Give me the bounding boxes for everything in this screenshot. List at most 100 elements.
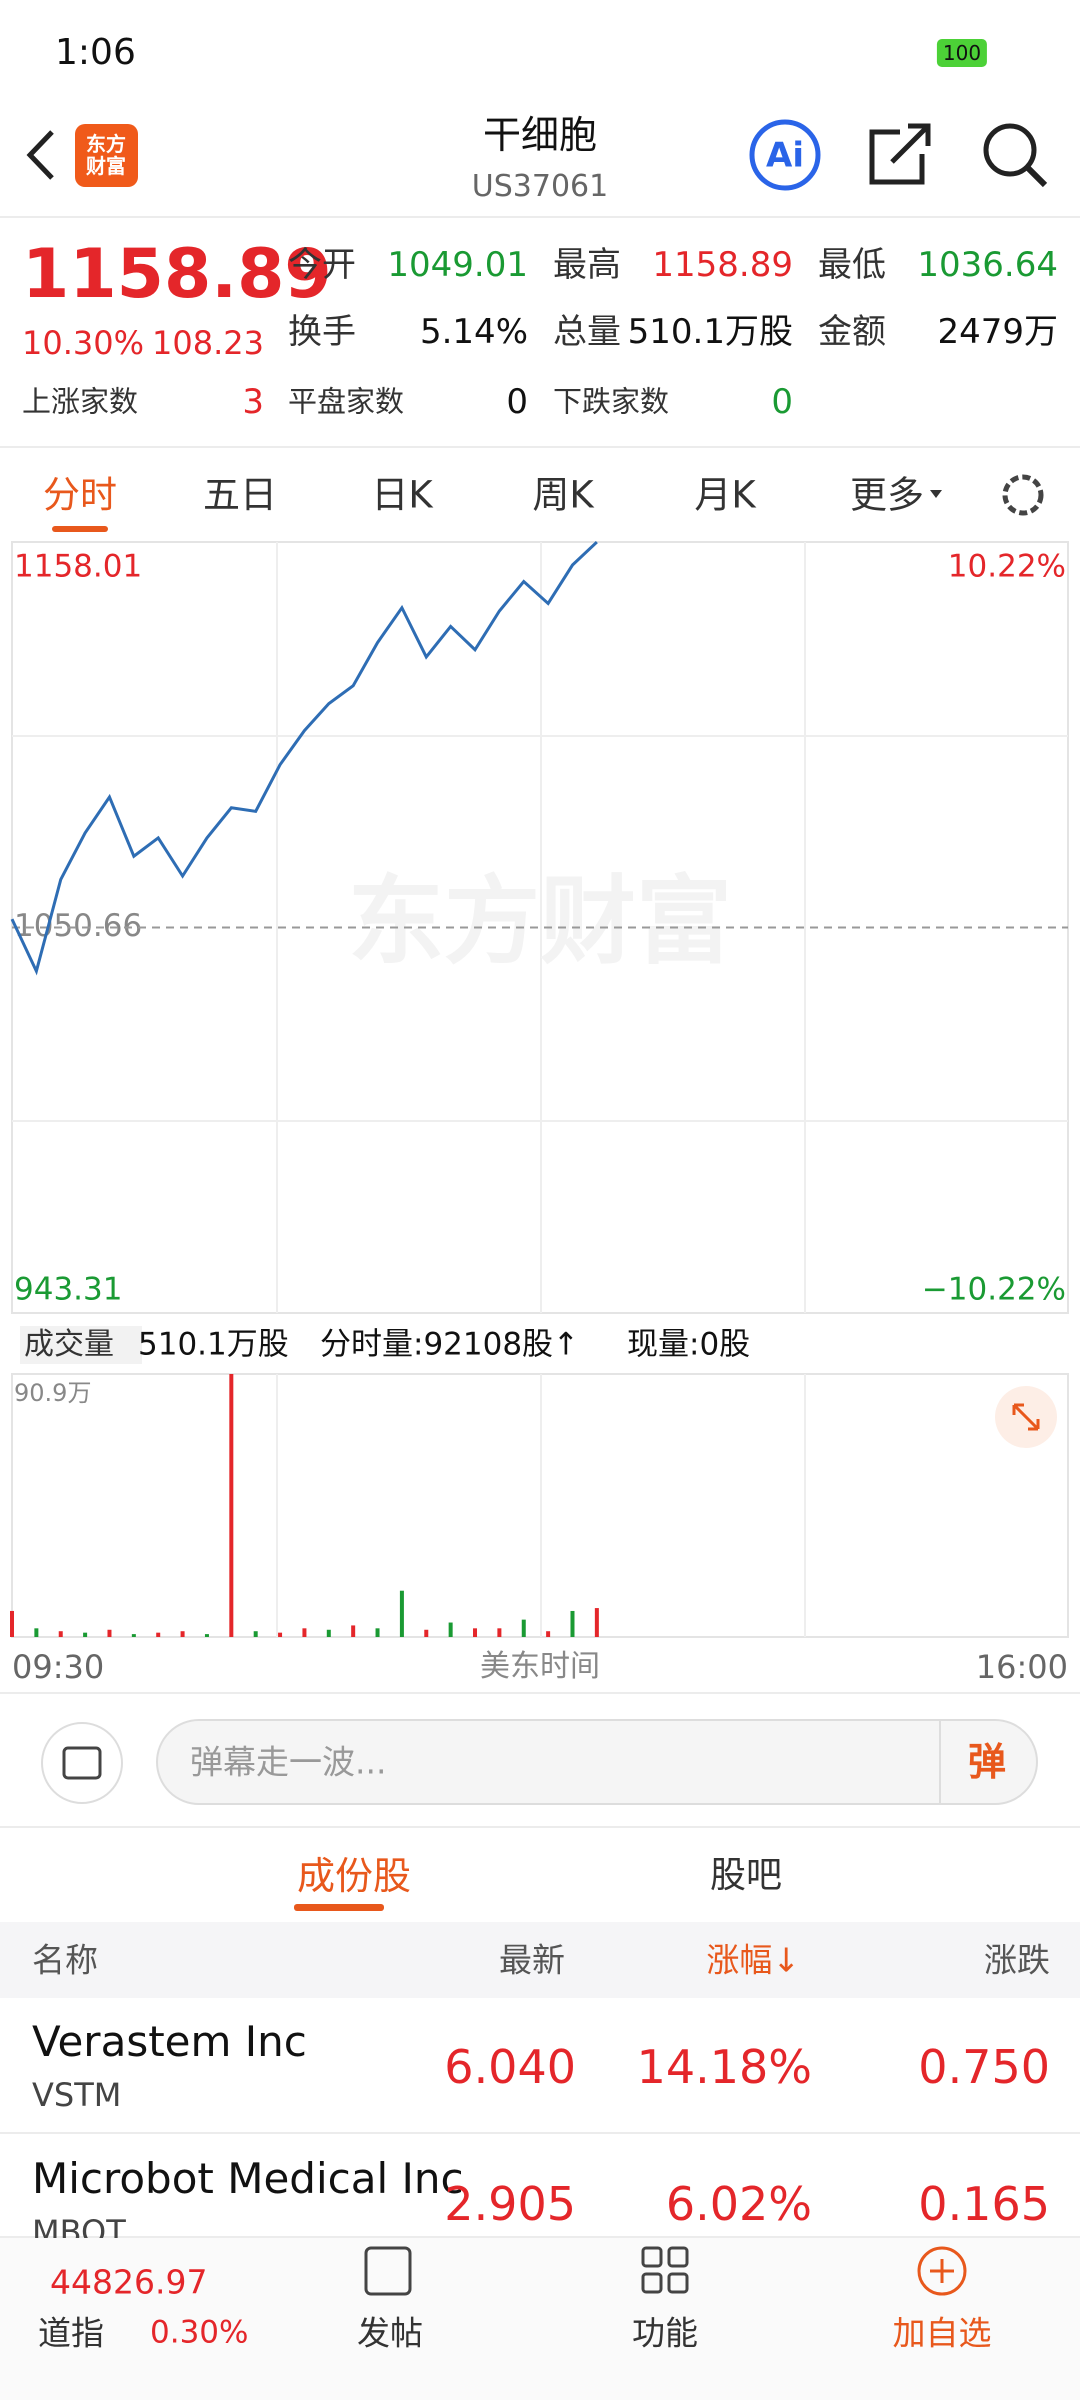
stat-value: 1049.01 — [387, 245, 528, 285]
stat-value: 1036.64 — [917, 245, 1058, 285]
settings-icon[interactable] — [1002, 474, 1044, 516]
y-tick-label: 943.31 — [14, 1272, 122, 1308]
stat-label: 金额 — [818, 312, 886, 352]
y-tick-label: 1158.01 — [14, 549, 142, 585]
stat-label: 总量 — [553, 312, 621, 352]
volume-bar — [302, 1628, 307, 1637]
bottom-button[interactable]: 功能 — [632, 2313, 698, 2353]
section-tab[interactable]: 股吧 — [709, 1855, 783, 1896]
back-icon[interactable] — [26, 130, 54, 180]
chart-tab[interactable]: 更多 — [850, 473, 924, 517]
tab-underline — [294, 1904, 384, 1911]
divider — [0, 2236, 1080, 2238]
divider — [0, 1692, 1080, 1694]
index-pct: 0.30% — [150, 2314, 249, 2351]
more-caret — [930, 490, 942, 498]
breadth-value: 0 — [506, 382, 528, 422]
active-tab-underline — [52, 526, 108, 532]
status-time: 1:06 — [55, 32, 136, 73]
y-tick-label: 1050.66 — [14, 908, 142, 944]
divider — [0, 446, 1080, 448]
stat-value: 1158.89 — [652, 245, 793, 285]
volume-minute: 分时量:92108股↑ — [320, 1326, 580, 1363]
volume-bar — [83, 1632, 88, 1637]
divider — [0, 1826, 1080, 1828]
change: 108.23 — [152, 324, 264, 362]
volume-bar — [521, 1619, 526, 1637]
index-value: 44826.97 — [50, 2262, 208, 2302]
danmu-icon[interactable] — [41, 1722, 123, 1804]
volume-bar — [58, 1631, 63, 1637]
volume-bar — [399, 1590, 404, 1637]
volume-bar — [497, 1628, 502, 1637]
watermark: 东方财富 — [348, 865, 732, 977]
stat-value: 510.1万股 — [627, 312, 793, 352]
volume-bar — [570, 1610, 575, 1637]
header-code: US37061 — [471, 169, 609, 204]
breadth-label: 平盘家数 — [288, 384, 405, 419]
danmu-icon-box — [62, 1746, 102, 1780]
chart-tab[interactable]: 分时 — [43, 473, 117, 517]
price-line — [10, 540, 598, 976]
volume-current: 现量:0股 — [627, 1326, 751, 1363]
chart-tab[interactable]: 周K — [532, 473, 594, 517]
volume-bar — [594, 1608, 599, 1637]
change-pct: 10.30% — [22, 324, 145, 362]
breadth-value: 3 — [242, 382, 264, 422]
danmu-button[interactable]: 弹 — [967, 1740, 1007, 1784]
stock-price: 2.905 — [444, 2177, 576, 2231]
logo-bg — [75, 124, 138, 187]
volume-total: 510.1万股 — [138, 1326, 289, 1363]
volume-bar — [375, 1628, 380, 1637]
last-price: 1158.89 — [22, 235, 332, 314]
volume-bar — [253, 1631, 258, 1637]
volume-bar — [131, 1634, 136, 1637]
header-title: 干细胞 — [482, 113, 598, 157]
stock-change: 0.165 — [918, 2177, 1050, 2231]
volume-bar — [107, 1629, 112, 1637]
expand-arrows — [1012, 1403, 1040, 1431]
stat-value: 2479万 — [937, 312, 1058, 352]
stock-name[interactable]: Microbot Medical Inc — [32, 2154, 464, 2203]
breadth-label: 上涨家数 — [22, 384, 139, 419]
chart-tab[interactable]: 日K — [371, 473, 433, 517]
volume-selector[interactable]: 成交量 — [20, 1326, 142, 1364]
table-header[interactable]: 最新 — [499, 1940, 565, 1980]
x-axis-label: 美东时间 — [480, 1649, 600, 1684]
search-icon[interactable] — [983, 123, 1037, 177]
comment-placeholder[interactable]: 弹幕走一波... — [190, 1742, 387, 1782]
stock-name[interactable]: Verastem Inc — [32, 2017, 307, 2066]
stock-pct: 6.02% — [665, 2177, 812, 2231]
divider — [0, 216, 1080, 218]
share-icon[interactable] — [869, 123, 931, 185]
chart-tab[interactable]: 五日 — [203, 473, 277, 517]
y2-tick-label: 10.22% — [948, 549, 1066, 585]
logo-text: 东方财富 — [86, 132, 126, 178]
volume-bar — [448, 1622, 453, 1637]
stock-code: VSTM — [32, 2076, 122, 2114]
volume-bar — [204, 1634, 209, 1637]
index-name: 道指 — [38, 2313, 104, 2353]
x-end-label: 16:00 — [975, 1648, 1068, 1686]
section-tab[interactable]: 成份股 — [296, 1854, 412, 1898]
ai-icon[interactable] — [749, 119, 821, 191]
table-header[interactable]: 涨跌 — [984, 1940, 1050, 1980]
comment-input[interactable] — [156, 1719, 1038, 1805]
row-divider — [0, 2132, 1080, 2134]
volume-bar — [278, 1632, 283, 1637]
volume-bar — [34, 1628, 39, 1637]
bottom-button[interactable]: 加自选 — [892, 2313, 992, 2353]
breadth-label: 下跌家数 — [553, 384, 670, 419]
stock-price: 6.040 — [444, 2040, 576, 2094]
x-start-label: 09:30 — [12, 1648, 105, 1686]
volume-bar — [180, 1631, 185, 1637]
bottom-button[interactable]: 发帖 — [357, 2313, 423, 2353]
y2-tick-label: −10.22% — [922, 1272, 1066, 1308]
table-header[interactable]: 涨幅↓ — [706, 1940, 800, 1980]
volume-bar — [156, 1632, 161, 1637]
volume-bar — [424, 1629, 429, 1637]
chart-tab[interactable]: 月K — [694, 473, 756, 517]
stat-label: 最低 — [818, 245, 886, 285]
search-icon-handle — [1024, 164, 1048, 188]
table-header-bg — [0, 1922, 1080, 1998]
